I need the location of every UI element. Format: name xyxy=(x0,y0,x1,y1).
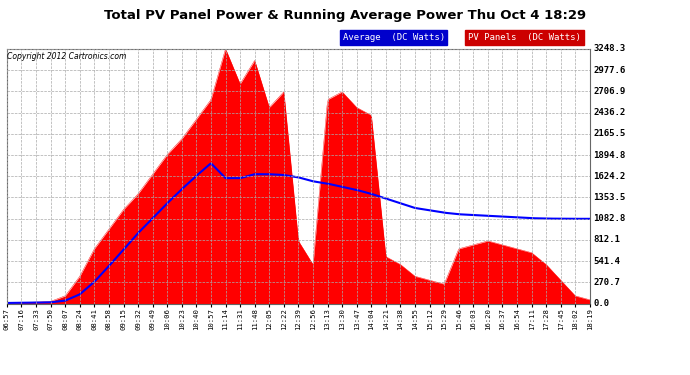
Text: Total PV Panel Power & Running Average Power Thu Oct 4 18:29: Total PV Panel Power & Running Average P… xyxy=(104,9,586,22)
Text: 2165.5: 2165.5 xyxy=(593,129,626,138)
Text: 1082.8: 1082.8 xyxy=(593,214,626,223)
Text: 3248.3: 3248.3 xyxy=(593,44,626,53)
Text: 812.1: 812.1 xyxy=(593,236,620,244)
Text: 270.7: 270.7 xyxy=(593,278,620,287)
Text: 0.0: 0.0 xyxy=(593,299,609,308)
Text: 2436.2: 2436.2 xyxy=(593,108,626,117)
Text: 1353.5: 1353.5 xyxy=(593,193,626,202)
Text: 2977.6: 2977.6 xyxy=(593,66,626,75)
Text: PV Panels  (DC Watts): PV Panels (DC Watts) xyxy=(468,33,581,42)
Text: 541.4: 541.4 xyxy=(593,257,620,266)
Text: 1624.2: 1624.2 xyxy=(593,172,626,181)
Text: 2706.9: 2706.9 xyxy=(593,87,626,96)
Text: Copyright 2012 Cartronics.com: Copyright 2012 Cartronics.com xyxy=(7,53,126,62)
Text: 1894.8: 1894.8 xyxy=(593,150,626,159)
Text: Average  (DC Watts): Average (DC Watts) xyxy=(342,33,445,42)
